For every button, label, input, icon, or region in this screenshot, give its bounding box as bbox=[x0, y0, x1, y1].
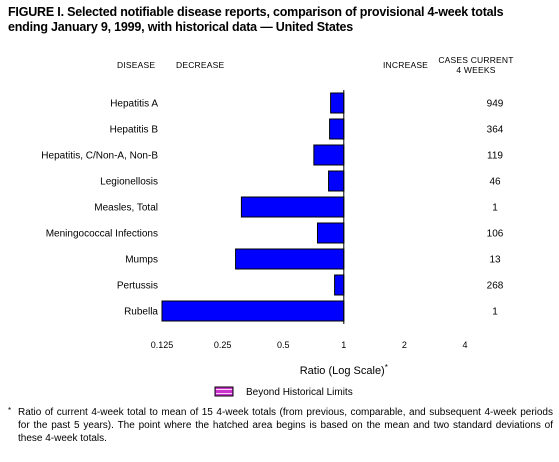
figure-title-line2: ending January 9, 1999, with historical … bbox=[8, 20, 354, 34]
cases-value: 46 bbox=[489, 177, 501, 188]
cases-value: 949 bbox=[487, 99, 504, 110]
category-label: Mumps bbox=[125, 255, 158, 266]
bars-group bbox=[161, 92, 345, 322]
bar-mumps bbox=[235, 248, 345, 270]
disease-column-header: DISEASE bbox=[117, 60, 156, 70]
cases-value: 268 bbox=[487, 281, 504, 292]
category-label: Hepatitis B bbox=[110, 125, 159, 136]
cases-value: 364 bbox=[487, 125, 504, 136]
tick-label: 4 bbox=[462, 340, 467, 350]
x-axis-label-marker: * bbox=[385, 363, 388, 372]
tick-label: 0.5 bbox=[277, 340, 290, 350]
cases-value: 13 bbox=[489, 255, 501, 266]
category-label: Pertussis bbox=[117, 281, 158, 292]
legend-label: Beyond Historical Limits bbox=[246, 387, 353, 398]
figure-title-line1: FIGURE I. Selected notifiable disease re… bbox=[8, 5, 504, 19]
tick-label: 0.25 bbox=[214, 340, 232, 350]
legend: Beyond Historical Limits bbox=[214, 386, 353, 398]
cases-value: 1 bbox=[492, 307, 498, 318]
x-axis-label: Ratio (Log Scale)* bbox=[300, 363, 388, 377]
category-label: Measles, Total bbox=[94, 203, 158, 214]
category-label: Hepatitis A bbox=[110, 99, 158, 110]
category-labels-group: Hepatitis A Hepatitis B Hepatitis, C/Non-A… bbox=[41, 99, 158, 318]
cases-values-group: 949 364 119 46 1 106 13 268 1 bbox=[487, 99, 504, 318]
increase-header: INCREASE bbox=[383, 60, 429, 70]
category-label: Meningococcal Infections bbox=[46, 229, 158, 240]
bar-hepatitis-a bbox=[330, 92, 345, 114]
bar-hepatitis-c-non-a-non-b bbox=[313, 144, 345, 166]
bar-rubella bbox=[161, 300, 345, 322]
cases-value: 106 bbox=[487, 229, 504, 240]
category-label: Hepatitis, C/Non-A, Non-B bbox=[41, 151, 158, 162]
axis-ticks-group: 0.125 0.25 0.5 1 2 4 bbox=[151, 340, 468, 350]
footnote-text: Ratio of current 4-week total to mean of… bbox=[18, 407, 553, 444]
cases-header-line2: 4 WEEKS bbox=[456, 65, 496, 75]
x-axis-label-text: Ratio (Log Scale) bbox=[300, 365, 385, 377]
tick-label: 1 bbox=[341, 340, 346, 350]
category-label: Rubella bbox=[124, 307, 158, 318]
tick-label: 0.125 bbox=[151, 340, 174, 350]
bar-measles-total bbox=[240, 196, 345, 218]
bar-pertussis bbox=[334, 274, 345, 296]
ratio-bar-chart: Hepatitis A Hepatitis B Hepatitis, C/Non-A… bbox=[41, 90, 504, 398]
footnote-marker: * bbox=[8, 406, 12, 415]
legend-swatch bbox=[214, 386, 234, 397]
footnote: * Ratio of current 4-week total to mean … bbox=[8, 406, 553, 445]
decrease-header: DECREASE bbox=[176, 60, 225, 70]
cases-value: 1 bbox=[492, 203, 498, 214]
figure-title: FIGURE I. Selected notifiable disease re… bbox=[8, 5, 553, 35]
cases-value: 119 bbox=[487, 151, 503, 162]
category-label: Legionellosis bbox=[100, 177, 158, 188]
bar-legionellosis bbox=[328, 170, 345, 192]
tick-label: 2 bbox=[402, 340, 407, 350]
bar-hepatitis-b bbox=[329, 118, 345, 140]
cases-header-line1: CASES CURRENT bbox=[438, 55, 514, 65]
cases-column-header: CASES CURRENT 4 WEEKS bbox=[436, 55, 516, 75]
bar-meningococcal-infections bbox=[316, 222, 345, 244]
